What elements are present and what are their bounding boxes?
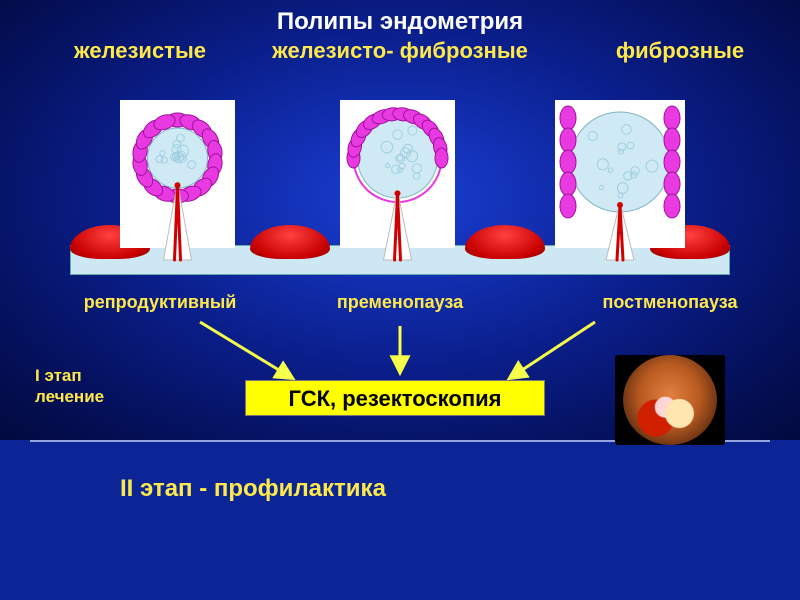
subtype-glandular-fibrous: железисто- фиброзные: [240, 38, 560, 64]
stage-1-line1: I этап: [35, 365, 104, 386]
polyp-panel-glandular-fibrous: [340, 100, 455, 248]
background-bottom: [0, 440, 800, 600]
stage-reproductive: репродуктивный: [0, 292, 260, 313]
endometrium-bump: [250, 225, 330, 259]
treatment-box: ГСК, резектоскопия: [245, 380, 545, 416]
subtype-glandular: железистые: [0, 38, 240, 64]
subtype-fibrous: фиброзные: [560, 38, 800, 64]
stage-postmenopause: постменопауза: [540, 292, 800, 313]
life-stage-row: репродуктивный пременопауза постменопауз…: [0, 292, 800, 313]
stage-1-label: I этап лечение: [35, 365, 104, 408]
stage-premenopause: пременопауза: [260, 292, 540, 313]
polyp-panel-fibrous: [555, 100, 685, 248]
hysteroscopy-inset: [615, 355, 725, 445]
polyp-diagram: [70, 80, 730, 280]
stage-1-line2: лечение: [35, 386, 104, 407]
polyp-panel-glandular: [120, 100, 235, 248]
hysteroscopy-photo: [623, 355, 717, 445]
slide-title: Полипы эндометрия: [0, 8, 800, 36]
polyp-subtype-row: железистые железисто- фиброзные фиброзны…: [0, 38, 800, 64]
stage-2-label: II этап - профилактика: [120, 475, 386, 503]
endometrium-bump: [465, 225, 545, 259]
